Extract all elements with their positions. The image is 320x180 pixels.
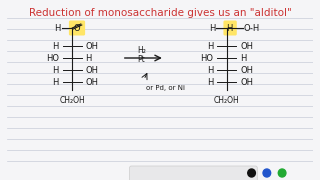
Text: H: H — [52, 66, 59, 75]
Text: H₂: H₂ — [137, 46, 146, 55]
Text: HO: HO — [46, 53, 59, 62]
Text: H: H — [209, 24, 215, 33]
Text: CH₂OH: CH₂OH — [60, 96, 85, 105]
Text: H: H — [207, 78, 213, 87]
Text: OH: OH — [240, 78, 253, 87]
Text: H: H — [52, 78, 59, 87]
Text: OH: OH — [85, 66, 99, 75]
Text: O-H: O-H — [244, 24, 260, 33]
Text: Reduction of monosaccharide gives us an "alditol": Reduction of monosaccharide gives us an … — [28, 8, 292, 18]
Text: H: H — [240, 53, 246, 62]
Text: Pt: Pt — [138, 55, 145, 64]
Text: OH: OH — [85, 78, 99, 87]
Text: H: H — [207, 42, 213, 51]
Circle shape — [278, 169, 286, 177]
Text: OH: OH — [240, 42, 253, 51]
Text: H: H — [85, 53, 92, 62]
Text: H: H — [207, 66, 213, 75]
Circle shape — [248, 169, 255, 177]
Text: OH: OH — [85, 42, 99, 51]
FancyBboxPatch shape — [130, 166, 257, 180]
Text: H: H — [227, 24, 233, 33]
Text: H: H — [52, 42, 59, 51]
Text: OH: OH — [240, 66, 253, 75]
Circle shape — [263, 169, 271, 177]
Text: CH₂OH: CH₂OH — [214, 96, 240, 105]
Text: H: H — [54, 24, 61, 33]
FancyBboxPatch shape — [69, 21, 85, 35]
Text: HO: HO — [200, 53, 213, 62]
FancyBboxPatch shape — [223, 21, 237, 35]
Text: or Pd, or Ni: or Pd, or Ni — [146, 85, 185, 91]
Text: O: O — [74, 24, 80, 33]
